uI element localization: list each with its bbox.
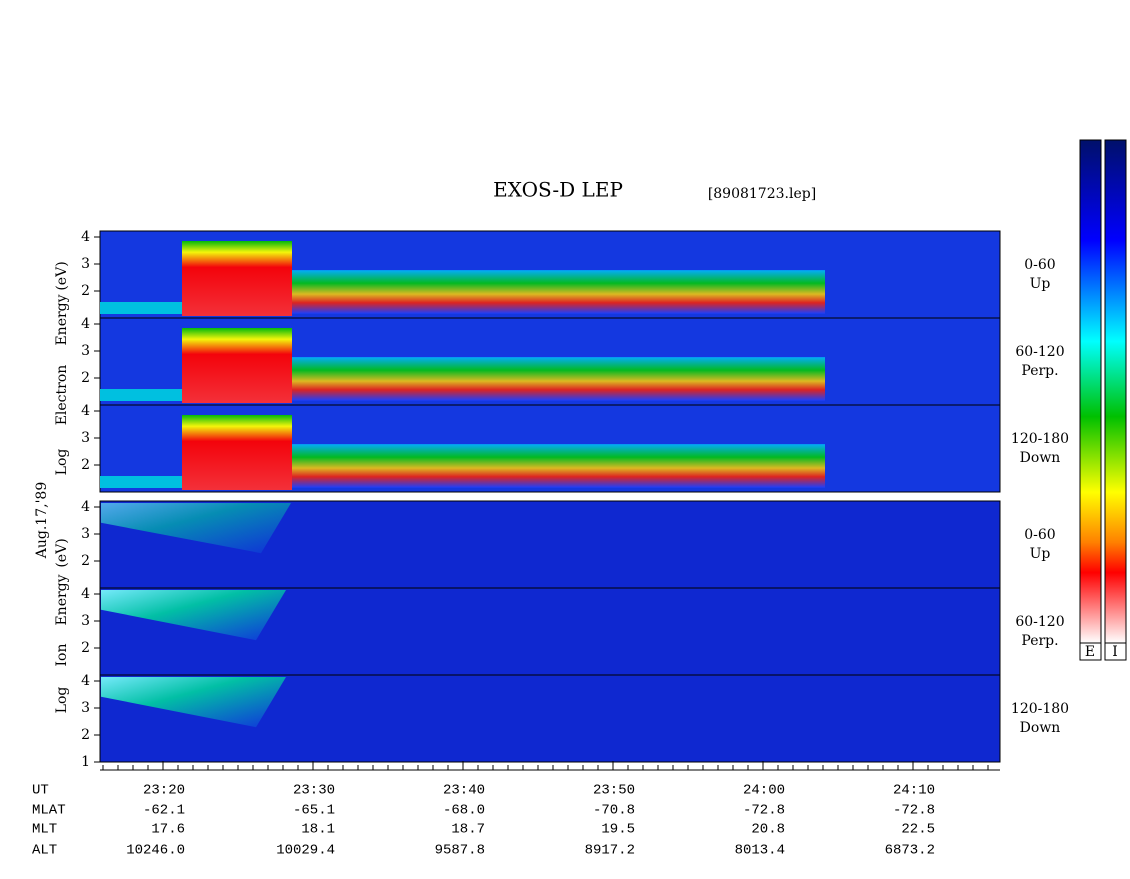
y-tick-label: 1: [81, 754, 90, 770]
ephemeris-value: 24:00: [743, 783, 785, 799]
date: Aug.17,'89: [34, 482, 50, 559]
spectrogram-feature: [100, 476, 182, 488]
y-tick-label: 4: [81, 316, 90, 332]
ephemeris-value: 10246.0: [126, 843, 185, 859]
ephemeris-value: 6873.2: [885, 843, 935, 859]
y-tick-label: 3: [81, 430, 90, 446]
ephemeris-value: 10029.4: [276, 843, 335, 859]
ephemeris-value: 8013.4: [735, 843, 785, 859]
y-tick-label: 2: [81, 553, 90, 569]
colorbar: [1104, 139, 1127, 644]
ephemeris-value: 22.5: [901, 822, 935, 838]
y-axis-label: Log: [54, 687, 70, 714]
y-tick-label: 3: [81, 343, 90, 359]
spectrogram-feature: [101, 503, 291, 554]
direction-label: Down: [1020, 720, 1061, 736]
y-tick-label: 3: [81, 613, 90, 629]
row-name: UT: [32, 783, 49, 799]
y-axis-label: Energy: [54, 294, 70, 345]
ephemeris-value: -68.0: [443, 803, 485, 819]
spectrogram-feature: [182, 415, 292, 490]
direction-label: Perp.: [1021, 633, 1058, 649]
y-axis-label: Log: [54, 449, 70, 476]
y-axis-label: (eV): [54, 538, 70, 567]
y-axis-label: (eV): [54, 261, 70, 290]
row-name: ALT: [32, 843, 57, 859]
ephemeris-value: 18.7: [451, 822, 485, 838]
ephemeris-value: -70.8: [593, 803, 635, 819]
spectrogram-feature: [101, 677, 286, 728]
ephemeris-value: 23:40: [443, 783, 485, 799]
angle-label: 0-60: [1024, 527, 1055, 543]
angle-label: 60-120: [1015, 614, 1064, 630]
y-tick-label: 3: [81, 526, 90, 542]
spectrogram-feature: [292, 444, 825, 488]
colorbar-label-box: [1104, 642, 1127, 661]
colorbar-label: E: [1085, 644, 1095, 660]
spectrogram-feature: [292, 270, 825, 314]
colorbar-label: I: [1112, 644, 1118, 660]
spectrogram-feature: [100, 389, 182, 401]
ephemeris-value: -72.8: [893, 803, 935, 819]
ephemeris-value: 18.1: [301, 822, 335, 838]
spectrogram-feature: [101, 590, 286, 641]
angle-label: 0-60: [1024, 257, 1055, 273]
colorbar-label-box: [1079, 642, 1102, 661]
ephemeris-value: 19.5: [601, 822, 635, 838]
y-tick-label: 4: [81, 673, 90, 689]
y-tick-label: 4: [81, 586, 90, 602]
spectrogram-feature: [182, 241, 292, 316]
ephemeris-value: 23:50: [593, 783, 635, 799]
file-name: [89081723.lep]: [708, 186, 816, 202]
y-axis-label: Electron: [54, 365, 70, 426]
angle-label: 120-180: [1011, 701, 1069, 717]
colorbar: [1079, 139, 1102, 644]
ephemeris-value: 23:20: [143, 783, 185, 799]
y-tick-label: 2: [81, 640, 90, 656]
row-name: MLAT: [32, 803, 66, 819]
y-tick-label: 4: [81, 499, 90, 515]
y-axis-label: Energy: [54, 574, 70, 625]
y-tick-label: 4: [81, 229, 90, 245]
ephemeris-value: -62.1: [143, 803, 185, 819]
ephemeris-value: 23:30: [293, 783, 335, 799]
spectrogram-feature: [100, 302, 182, 314]
spectrogram-feature: [292, 357, 825, 401]
y-tick-label: 2: [81, 727, 90, 743]
ephemeris-value: 9587.8: [435, 843, 485, 859]
y-axis-label: Ion: [54, 644, 70, 667]
angle-label: 120-180: [1011, 431, 1069, 447]
direction-label: Perp.: [1021, 363, 1058, 379]
y-tick-label: 2: [81, 370, 90, 386]
y-tick-label: 2: [81, 457, 90, 473]
ephemeris-value: -65.1: [293, 803, 335, 819]
direction-label: Down: [1020, 450, 1061, 466]
ephemeris-value: 17.6: [151, 822, 185, 838]
ephemeris-value: 20.8: [751, 822, 785, 838]
direction-label: Up: [1030, 276, 1051, 292]
ephemeris-value: 24:10: [893, 783, 935, 799]
title: EXOS-D LEP: [493, 178, 623, 202]
spectrogram-feature: [182, 328, 292, 403]
y-tick-label: 3: [81, 700, 90, 716]
y-tick-label: 2: [81, 283, 90, 299]
direction-label: Up: [1030, 546, 1051, 562]
angle-label: 60-120: [1015, 344, 1064, 360]
row-name: MLT: [32, 822, 57, 838]
y-tick-label: 3: [81, 256, 90, 272]
ephemeris-value: 8917.2: [585, 843, 635, 859]
y-tick-label: 4: [81, 403, 90, 419]
ephemeris-value: -72.8: [743, 803, 785, 819]
